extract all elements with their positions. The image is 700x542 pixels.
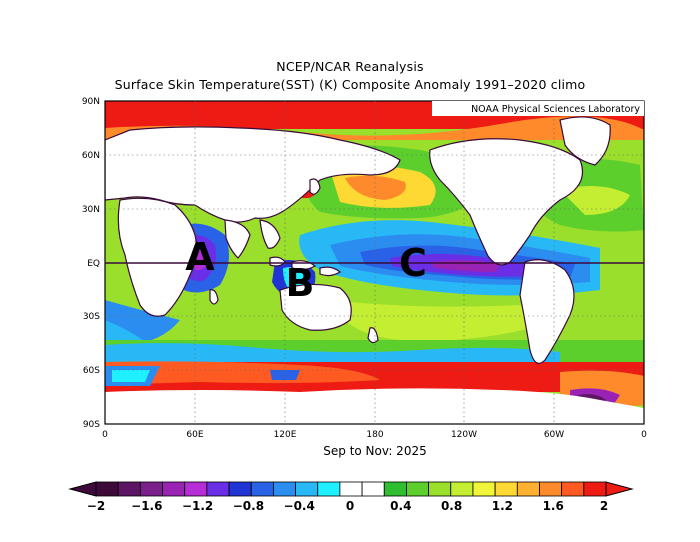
lat-tick-label: 30S — [83, 312, 100, 322]
colorbar-bin — [361, 481, 385, 497]
lon-axis: 0 60E 120E 180 120W 60W 0 — [102, 430, 647, 440]
colorbar-tick-label: −0.8 — [233, 499, 264, 513]
colorbar-arrow-low — [68, 481, 97, 497]
map-subtitle: Surface Skin Temperature(SST) (K) Compos… — [114, 77, 586, 92]
colorbar — [68, 481, 634, 497]
colorbar-bin — [539, 481, 563, 497]
map-title: NCEP/NCAR Reanalysis — [276, 59, 424, 74]
colorbar-arrow-high — [605, 481, 634, 497]
colorbar-tick-label: 1.2 — [492, 499, 513, 513]
colorbar-tick-label: 1.6 — [543, 499, 564, 513]
colorbar-bin — [162, 481, 186, 497]
colorbar-bin — [472, 481, 496, 497]
region-label-a: A — [185, 235, 215, 279]
colorbar-tick-label: 0.8 — [441, 499, 462, 513]
colorbar-tick-label: −1.2 — [182, 499, 213, 513]
colorbar-bin — [583, 481, 607, 497]
colorbar-bin — [95, 481, 119, 497]
lat-tick-label: 90N — [82, 97, 100, 107]
colorbar-tick-label: 0.4 — [390, 499, 411, 513]
colorbar-bin — [184, 481, 208, 497]
colorbar-tick-label: 2 — [600, 499, 608, 513]
colorbar-bin — [228, 481, 252, 497]
colorbar-bin — [494, 481, 518, 497]
colorbar-bin — [339, 481, 363, 497]
colorbar-bin — [272, 481, 296, 497]
colorbar-labels: −2 −1.6 −1.2 −0.8 −0.4 0 0.4 0.8 1.2 1.6… — [87, 499, 608, 513]
lon-tick-label: 0 — [102, 430, 108, 440]
colorbar-bin — [206, 481, 230, 497]
colorbar-bin — [117, 481, 141, 497]
lon-tick-label: 180 — [366, 430, 383, 440]
colorbar-tick-label: −0.4 — [284, 499, 315, 513]
colorbar-bin — [250, 481, 274, 497]
colorbar-bin — [406, 481, 430, 497]
lon-tick-label: 60E — [186, 430, 203, 440]
lat-tick-label: 90S — [83, 420, 100, 430]
lat-tick-label: 30N — [82, 205, 100, 215]
lat-axis: 90N 60N 30N EQ 30S 60S 90S — [82, 97, 100, 430]
credit-label: NOAA Physical Sciences Laboratory — [471, 104, 640, 115]
lat-tick-label: 60N — [82, 151, 100, 161]
lon-tick-label: 120E — [274, 430, 297, 440]
region-label-b: B — [286, 261, 315, 305]
colorbar-tick-label: 0 — [346, 499, 354, 513]
lat-tick-label: EQ — [87, 259, 100, 269]
lon-tick-label: 0 — [641, 430, 647, 440]
period-label: Sep to Nov: 2025 — [323, 444, 426, 458]
colorbar-bin — [317, 481, 341, 497]
colorbar-bin — [139, 481, 163, 497]
colorbar-bin — [428, 481, 452, 497]
lon-tick-label: 120W — [451, 430, 477, 440]
colorbar-tick-label: −2 — [87, 499, 105, 513]
colorbar-bin — [561, 481, 585, 497]
colorbar-tick-label: −1.6 — [131, 499, 162, 513]
colorbar-bin — [295, 481, 319, 497]
colorbar-bin — [450, 481, 474, 497]
lon-tick-label: 60W — [544, 430, 564, 440]
credit-box — [432, 101, 644, 116]
lat-tick-label: 60S — [83, 366, 100, 376]
colorbar-bin — [383, 481, 407, 497]
landmasses — [105, 116, 611, 364]
region-label-c: C — [399, 241, 427, 285]
colorbar-bin — [516, 481, 540, 497]
